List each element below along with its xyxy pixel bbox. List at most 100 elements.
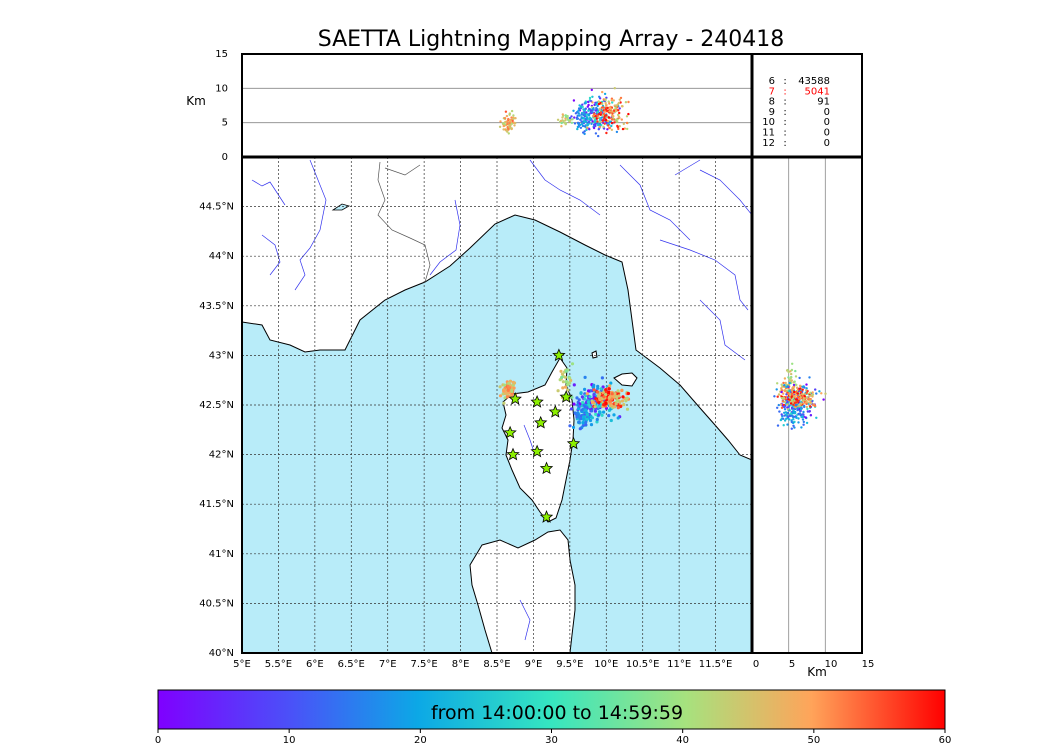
altitude-source-point xyxy=(603,117,606,120)
latitude-source-point xyxy=(782,417,785,420)
altitude-source-point xyxy=(627,112,630,116)
altitude-source-point xyxy=(586,100,590,104)
lightning-source-point xyxy=(588,405,592,409)
altitude-source-point xyxy=(597,100,600,103)
stats-source-count: 0 xyxy=(824,117,830,128)
altitude-source-point xyxy=(561,113,564,116)
latitude-source-point xyxy=(812,403,815,407)
altitude-source-point xyxy=(604,103,608,107)
altitude-source-point xyxy=(604,119,608,122)
lightning-source-point xyxy=(579,417,583,421)
altitude-source-point xyxy=(618,125,621,128)
lightning-source-point xyxy=(510,389,514,393)
altitude-source-point xyxy=(594,132,598,135)
altitude-source-point xyxy=(610,99,613,102)
latitude-source-point xyxy=(800,407,803,410)
lat-alt-tick-15: 15 xyxy=(862,659,875,670)
lightning-source-point xyxy=(592,392,596,396)
latitude-source-point xyxy=(799,402,803,405)
altitude-source-point xyxy=(604,98,607,102)
lightning-source-point xyxy=(607,414,611,418)
lon-tick-label: 10.5°E xyxy=(626,659,660,670)
latitude-source-point xyxy=(783,419,787,422)
lightning-source-point xyxy=(616,389,620,393)
latitude-source-point xyxy=(792,411,795,415)
latitude-source-point xyxy=(809,405,812,408)
latitude-source-point xyxy=(795,390,798,394)
altitude-source-point xyxy=(576,114,579,118)
lightning-source-point xyxy=(589,423,594,427)
latitude-source-point xyxy=(780,396,784,400)
latitude-source-point xyxy=(779,403,783,406)
altitude-source-point xyxy=(616,113,620,117)
altitude-source-point xyxy=(508,122,511,125)
latitude-source-point xyxy=(798,412,802,415)
figure-title: SAETTA Lightning Mapping Array - 240418 xyxy=(318,27,785,52)
lightning-source-point xyxy=(564,369,569,373)
altitude-source-point xyxy=(608,126,611,130)
lon-tick-label: 6.5°E xyxy=(338,659,365,670)
lightning-source-point xyxy=(501,392,505,396)
latitude-source-point xyxy=(798,387,802,390)
lightning-source-point xyxy=(512,386,516,390)
altitude-source-point xyxy=(623,127,626,130)
lightning-source-point xyxy=(610,392,614,396)
lightning-source-point xyxy=(598,411,602,415)
colorbar-ticks: 0 10 20 30 40 50 60 xyxy=(155,729,951,746)
lightning-source-point xyxy=(561,386,565,390)
latitude-source-point xyxy=(802,420,805,424)
lightning-source-point xyxy=(624,399,628,403)
latitude-source-point xyxy=(815,392,818,395)
latitude-source-point xyxy=(796,386,799,390)
altitude-source-point xyxy=(591,95,594,99)
altitude-source-point xyxy=(610,124,613,128)
station-star-icon xyxy=(530,444,544,458)
lightning-source-point xyxy=(587,389,591,393)
lightning-source-point xyxy=(604,401,608,406)
altitude-source-point xyxy=(559,119,563,123)
lightning-source-point xyxy=(585,392,589,396)
alt-tick-15: 15 xyxy=(215,49,228,60)
latitude-source-point xyxy=(794,375,798,378)
altitude-source-point xyxy=(582,116,586,120)
altitude-source-point xyxy=(596,120,599,123)
lightning-source-point xyxy=(502,401,506,405)
map-panel: 5°E 5.5°E 6°E 6.5°E 7°E 7.5°E 8°E 8.5°E 9°E 9.5°E… xyxy=(199,157,752,670)
altitude-source-point xyxy=(498,125,502,128)
lat-tick-label: 41.5°N xyxy=(199,499,234,510)
latitude-source-point xyxy=(793,390,796,394)
lat-alt-axis-label: Km xyxy=(807,665,827,679)
altitude-source-point xyxy=(598,95,601,99)
altitude-source-point xyxy=(606,128,609,131)
altitude-source-point xyxy=(514,121,517,125)
altitude-source-point xyxy=(578,114,581,117)
stats-separator: : xyxy=(783,138,786,149)
latitude-source-point xyxy=(792,385,795,389)
altitude-source-point xyxy=(505,114,509,118)
latitude-source-point xyxy=(795,401,798,404)
lightning-source-point xyxy=(568,376,572,380)
latitude-source-point xyxy=(783,396,786,400)
altitude-source-point xyxy=(592,126,596,130)
altitude-source-point xyxy=(564,119,567,122)
altitude-source-point xyxy=(608,110,611,113)
latitude-source-point xyxy=(789,377,792,380)
altitude-source-point xyxy=(503,117,507,120)
altitude-source-point xyxy=(583,113,587,116)
latitude-source-point xyxy=(801,385,804,388)
latitude-source-point xyxy=(781,400,785,403)
altitude-source-point xyxy=(570,121,574,125)
latitude-scatter xyxy=(773,362,827,430)
altitude-source-point xyxy=(508,113,511,117)
colorbar-label: from 14:00:00 to 14:59:59 xyxy=(431,702,683,724)
lightning-source-point xyxy=(580,395,585,399)
colorbar-tick-label: 20 xyxy=(414,735,427,746)
latitude-source-point xyxy=(783,389,787,393)
stats-station-count: 11 xyxy=(762,128,775,139)
altitude-source-point xyxy=(604,106,608,109)
latitude-source-point xyxy=(780,390,783,394)
altitude-source-point xyxy=(582,121,585,124)
altitude-source-point xyxy=(594,122,597,126)
lon-tick-label: 6°E xyxy=(306,659,324,670)
